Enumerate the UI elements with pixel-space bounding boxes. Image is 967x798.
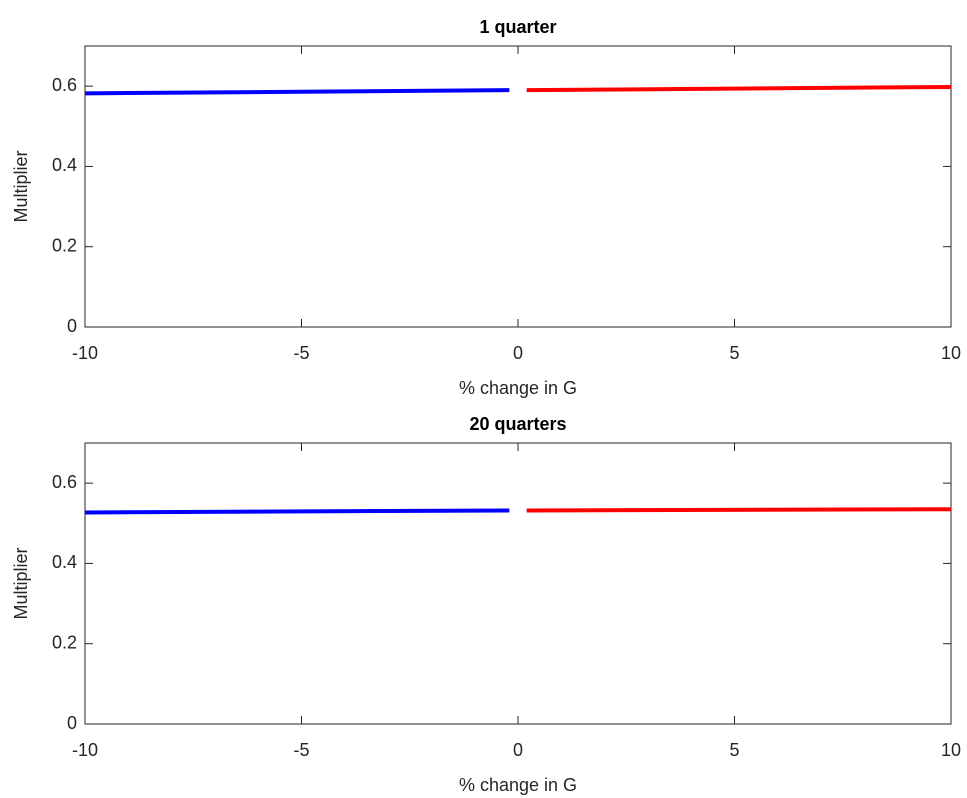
x-tick-label: -5 — [293, 740, 309, 760]
data-line — [84, 508, 510, 515]
x-tick-label: 10 — [941, 740, 961, 760]
y-tick-label: 0.4 — [52, 552, 77, 572]
x-tick-label: -5 — [293, 343, 309, 363]
y-axis-label: Multiplier — [11, 547, 31, 619]
y-tick-label: 0.2 — [52, 235, 77, 255]
y-tick-label: 0 — [67, 713, 77, 733]
data-line — [526, 507, 952, 513]
chart-title: 20 quarters — [469, 414, 566, 434]
chart-title: 1 quarter — [479, 17, 556, 37]
x-tick-label: -10 — [72, 343, 98, 363]
plot-area — [84, 442, 952, 725]
data-line — [526, 84, 952, 93]
x-axis-label: % change in G — [459, 775, 577, 795]
x-tick-label: 0 — [513, 343, 523, 363]
data-line — [84, 88, 510, 96]
y-tick-label: 0.2 — [52, 632, 77, 652]
x-axis-label: % change in G — [459, 378, 577, 398]
x-tick-label: 10 — [941, 343, 961, 363]
x-tick-label: 0 — [513, 740, 523, 760]
x-tick-label: 5 — [729, 740, 739, 760]
y-tick-label: 0.6 — [52, 472, 77, 492]
y-axis-label: Multiplier — [11, 150, 31, 222]
x-tick-label: 5 — [729, 343, 739, 363]
y-tick-label: 0 — [67, 316, 77, 336]
y-tick-label: 0.4 — [52, 155, 77, 175]
y-tick-label: 0.6 — [52, 75, 77, 95]
x-tick-label: -10 — [72, 740, 98, 760]
